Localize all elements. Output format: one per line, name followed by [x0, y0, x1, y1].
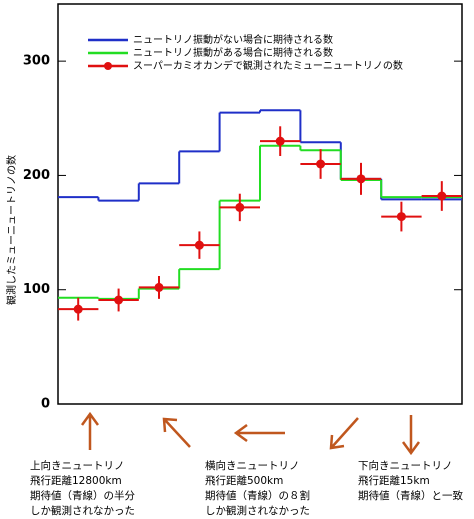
y-tick-label: 300	[23, 54, 50, 69]
data-point	[194, 240, 204, 250]
annotation-line: 飛行距離12800km	[30, 474, 122, 487]
annotation-line: 飛行距離500km	[205, 474, 283, 487]
data-point	[275, 136, 285, 146]
data-point	[316, 159, 326, 169]
plot-frame	[57, 3, 463, 405]
y-tick-label: 100	[23, 282, 50, 297]
data-point	[235, 202, 245, 212]
legend-label: ニュートリノ振動がない場合に期待される数	[133, 33, 333, 46]
legend-label: ニュートリノ振動がある場合に期待される数	[133, 46, 333, 59]
y-tick-label: 0	[41, 397, 50, 412]
annotation-line: 飛行距離15km	[358, 474, 430, 487]
data-point	[114, 295, 124, 305]
data-point	[396, 212, 406, 222]
y-tick-label: 200	[23, 168, 50, 183]
annotation-line: しか観測されなかった	[205, 504, 310, 517]
legend-marker	[104, 62, 112, 70]
arrows	[80, 411, 421, 456]
annotation-line: 横向きニュートリノ	[205, 459, 300, 472]
annotation-line: しか観測されなかった	[30, 504, 135, 517]
annotation-line: 期待値（青線）の半分	[30, 489, 135, 502]
data-point	[437, 191, 447, 201]
legend-label: スーパーカミオカンデで観測されたミューニュートリノの数	[133, 59, 403, 72]
annotation-line: 上向きニュートリノ	[30, 459, 125, 472]
annotation-line: 期待値（青線）の８割	[205, 489, 310, 502]
data-point	[356, 174, 366, 184]
annotation-line: 期待値（青線）と一致	[358, 489, 463, 502]
data-point	[73, 304, 83, 314]
y-axis-label: 観測したミューニュートリノの数	[5, 155, 18, 305]
annotation-line: 下向きニュートリノ	[358, 459, 453, 472]
data-point	[154, 282, 164, 292]
